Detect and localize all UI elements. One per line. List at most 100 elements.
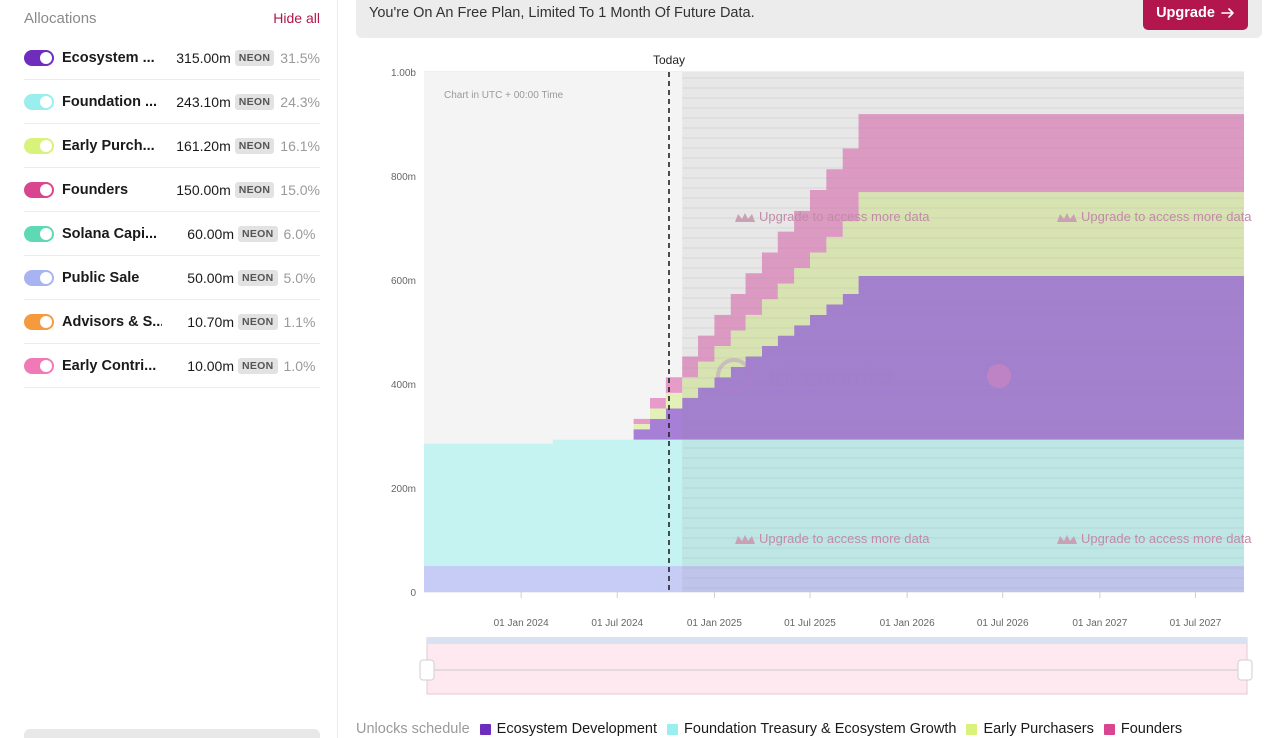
x-tick-label: 01 Jan 2024 bbox=[494, 618, 549, 629]
today-label: Today bbox=[653, 53, 685, 67]
allocation-toggle[interactable] bbox=[24, 49, 54, 66]
allocation-percent: 5.0% bbox=[283, 269, 316, 286]
toggle-knob bbox=[40, 51, 52, 64]
allocation-row[interactable]: Early Purch... 161.20m NEON 16.1% bbox=[24, 124, 320, 168]
free-plan-banner: You're On An Free Plan, Limited To 1 Mon… bbox=[356, 0, 1262, 38]
toggle-knob bbox=[40, 271, 52, 284]
y-tick-label: 600m bbox=[391, 276, 416, 287]
upgrade-overlay-text: Upgrade to access more data bbox=[1081, 531, 1252, 546]
legend-item[interactable]: Founders bbox=[1103, 721, 1183, 737]
upgrade-overlay-text: Upgrade to access more data bbox=[1081, 209, 1252, 224]
range-navigator[interactable] bbox=[419, 637, 1253, 695]
allocation-name: Solana Capi... bbox=[62, 225, 158, 242]
allocation-row[interactable]: Public Sale 50.00m NEON 5.0% bbox=[24, 256, 320, 300]
range-handle-left[interactable] bbox=[419, 659, 435, 681]
legend-label: Early Purchasers bbox=[983, 721, 1094, 737]
allocation-amount: 243.10m bbox=[176, 93, 231, 110]
allocation-percent: 6.0% bbox=[283, 225, 316, 242]
hide-all-link[interactable]: Hide all bbox=[273, 10, 320, 26]
legend-item[interactable]: Foundation Treasury & Ecosystem Growth bbox=[667, 721, 956, 737]
allocation-toggle[interactable] bbox=[24, 357, 54, 374]
area-series-founders[interactable] bbox=[424, 114, 1244, 444]
upgrade-overlay-bottom-left[interactable]: Upgrade to access more data bbox=[735, 531, 930, 546]
allocation-row[interactable]: Ecosystem ... 315.00m NEON 31.5% bbox=[24, 36, 320, 80]
y-tick-label: 0 bbox=[410, 588, 416, 599]
token-badge: NEON bbox=[234, 137, 275, 154]
allocation-toggle[interactable] bbox=[24, 93, 54, 110]
range-navigator-track bbox=[426, 637, 1248, 695]
area-series-early-purchasers[interactable] bbox=[424, 192, 1244, 444]
allocation-toggle[interactable] bbox=[24, 313, 54, 330]
x-tick-label: 01 Jul 2024 bbox=[591, 618, 643, 629]
upgrade-overlay-top-left[interactable]: Upgrade to access more data bbox=[735, 209, 930, 224]
allocation-name: Foundation ... bbox=[62, 93, 158, 110]
allocation-row[interactable]: Founders 150.00m NEON 15.0% bbox=[24, 168, 320, 212]
allocation-row[interactable]: Solana Capi... 60.00m NEON 6.0% bbox=[24, 212, 320, 256]
chart-legend: Unlocks schedule Ecosystem Development Fo… bbox=[356, 720, 1192, 738]
x-tick-label: 01 Jan 2027 bbox=[1072, 618, 1127, 629]
y-tick-label: 400m bbox=[391, 380, 416, 391]
legend-swatch bbox=[667, 723, 679, 735]
unlock-schedule-chart[interactable]: 0 200m 400m 600m 800m 1.00b 01 Jan 2024 01 Jul … bbox=[356, 48, 1262, 708]
upgrade-overlay-bottom-right[interactable]: Upgrade to access more data bbox=[1057, 531, 1252, 546]
allocation-amount: 161.20m bbox=[176, 137, 231, 154]
legend-item[interactable]: Ecosystem Development bbox=[479, 721, 657, 737]
legend-title: Unlocks schedule bbox=[356, 721, 470, 737]
sidebar-bottom-bar[interactable] bbox=[24, 729, 320, 738]
legend-swatch bbox=[1103, 723, 1115, 735]
allocation-percent: 31.5% bbox=[280, 49, 320, 66]
today-marker: Today bbox=[653, 53, 685, 592]
arrow-right-icon bbox=[1221, 8, 1234, 18]
allocation-amount: 50.00m bbox=[187, 269, 234, 286]
x-tick-label: 01 Jul 2025 bbox=[784, 618, 836, 629]
range-handle-right[interactable] bbox=[1237, 659, 1253, 681]
allocation-row[interactable]: Foundation ... 243.10m NEON 24.3% bbox=[24, 80, 320, 124]
chart-axes: 0 200m 400m 600m 800m 1.00b 01 Jan 2024 01 Jul … bbox=[391, 68, 1222, 629]
allocation-amount: 10.70m bbox=[187, 313, 234, 330]
upgrade-overlay-top-right[interactable]: Upgrade to access more data bbox=[1057, 209, 1252, 224]
allocation-percent: 1.1% bbox=[283, 313, 316, 330]
y-tick-label: 800m bbox=[391, 172, 416, 183]
allocation-toggle[interactable] bbox=[24, 269, 54, 286]
allocation-amount: 60.00m bbox=[187, 225, 234, 242]
legend-item[interactable]: Early Purchasers bbox=[966, 721, 1094, 737]
allocation-name: Public Sale bbox=[62, 269, 140, 286]
crown-icon bbox=[1057, 535, 1077, 544]
y-tick-label: 1.00b bbox=[391, 68, 416, 79]
timezone-note: Chart in UTC + 00:00 Time bbox=[444, 90, 564, 101]
toggle-knob bbox=[40, 359, 52, 372]
allocation-toggle[interactable] bbox=[24, 225, 54, 242]
area-series-foundation-treasury-ecosystem-growth[interactable] bbox=[424, 439, 1244, 566]
allocation-percent: 1.0% bbox=[283, 357, 316, 374]
token-badge: NEON bbox=[238, 225, 278, 242]
crown-icon bbox=[735, 213, 755, 222]
allocation-toggle[interactable] bbox=[24, 181, 54, 198]
x-tick-label: 01 Jan 2026 bbox=[880, 618, 935, 629]
allocation-name: Founders bbox=[62, 181, 129, 198]
token-badge: NEON bbox=[234, 181, 275, 198]
x-tick-label: 01 Jul 2027 bbox=[1170, 618, 1222, 629]
y-tick-label: 200m bbox=[391, 484, 416, 495]
upgrade-overlay-text: Upgrade to access more data bbox=[759, 531, 930, 546]
allocation-row[interactable]: Advisors & S... 10.70m NEON 1.1% bbox=[24, 300, 320, 344]
allocation-name: Advisors & S... bbox=[62, 313, 162, 330]
allocation-toggle[interactable] bbox=[24, 137, 54, 154]
allocation-amount: 10.00m bbox=[187, 357, 234, 374]
allocations-sidebar: Allocations Hide all Ecosystem ... 315.00… bbox=[7, 0, 338, 738]
allocations-title: Allocations bbox=[24, 9, 97, 27]
legend-label: Founders bbox=[1120, 721, 1183, 737]
allocation-name: Ecosystem ... bbox=[62, 49, 155, 66]
legend-swatch bbox=[966, 723, 978, 735]
area-series-public-sale[interactable] bbox=[424, 566, 1244, 592]
allocation-row[interactable]: Early Contri... 10.00m NEON 1.0% bbox=[24, 344, 320, 388]
locked-region bbox=[682, 72, 1244, 592]
upgrade-overlay-text: Upgrade to access more data bbox=[759, 209, 930, 224]
allocation-list: Ecosystem ... 315.00m NEON 31.5% Foundation … bbox=[24, 36, 320, 388]
range-navigator-top-bar[interactable] bbox=[427, 637, 1247, 644]
free-plan-message: You're On An Free Plan, Limited To 1 Mon… bbox=[369, 5, 755, 21]
allocation-amount: 315.00m bbox=[176, 49, 231, 66]
token-badge: NEON bbox=[238, 269, 278, 286]
upgrade-button[interactable]: Upgrade bbox=[1143, 0, 1248, 30]
locked-future-overlay bbox=[682, 72, 1244, 592]
